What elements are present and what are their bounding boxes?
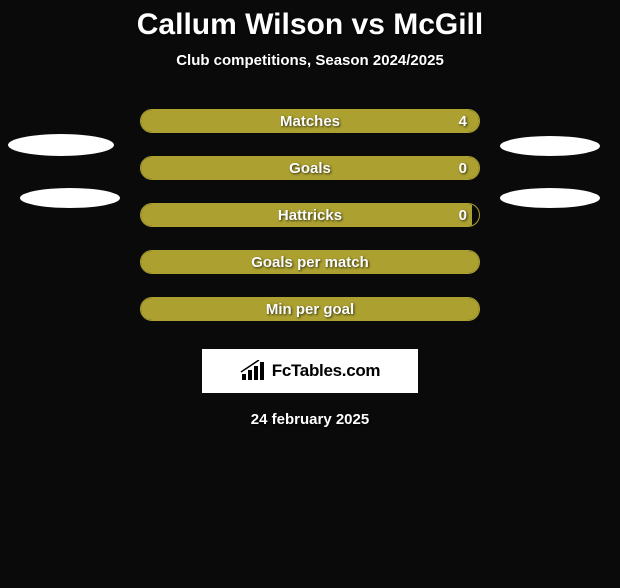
brand-chart-icon bbox=[240, 360, 266, 382]
stat-value: 0 bbox=[459, 160, 467, 177]
stat-label: Hattricks bbox=[278, 207, 342, 224]
player-right-oval-1 bbox=[500, 136, 600, 156]
player-left-oval-2 bbox=[20, 188, 120, 208]
brand-text: FcTables.com bbox=[272, 361, 381, 381]
stat-bar-goals: Goals 0 bbox=[140, 156, 480, 180]
stat-label: Goals per match bbox=[251, 254, 369, 271]
page-title: Callum Wilson vs McGill bbox=[0, 8, 620, 42]
stat-bar-hattricks: Hattricks 0 bbox=[140, 203, 480, 227]
stat-bar-goals-per-match: Goals per match bbox=[140, 250, 480, 274]
brand-box[interactable]: FcTables.com bbox=[202, 349, 418, 393]
stat-label: Matches bbox=[280, 113, 340, 130]
subtitle: Club competitions, Season 2024/2025 bbox=[0, 52, 620, 69]
player-right-oval-2 bbox=[500, 188, 600, 208]
stat-label: Min per goal bbox=[266, 301, 354, 318]
date-label: 24 february 2025 bbox=[0, 411, 620, 428]
stat-value: 0 bbox=[459, 207, 467, 224]
stat-bar-matches: Matches 4 bbox=[140, 109, 480, 133]
player-left-oval-1 bbox=[8, 134, 114, 156]
stat-value: 4 bbox=[459, 113, 467, 130]
stat-label: Goals bbox=[289, 160, 331, 177]
stat-bar-min-per-goal: Min per goal bbox=[140, 297, 480, 321]
